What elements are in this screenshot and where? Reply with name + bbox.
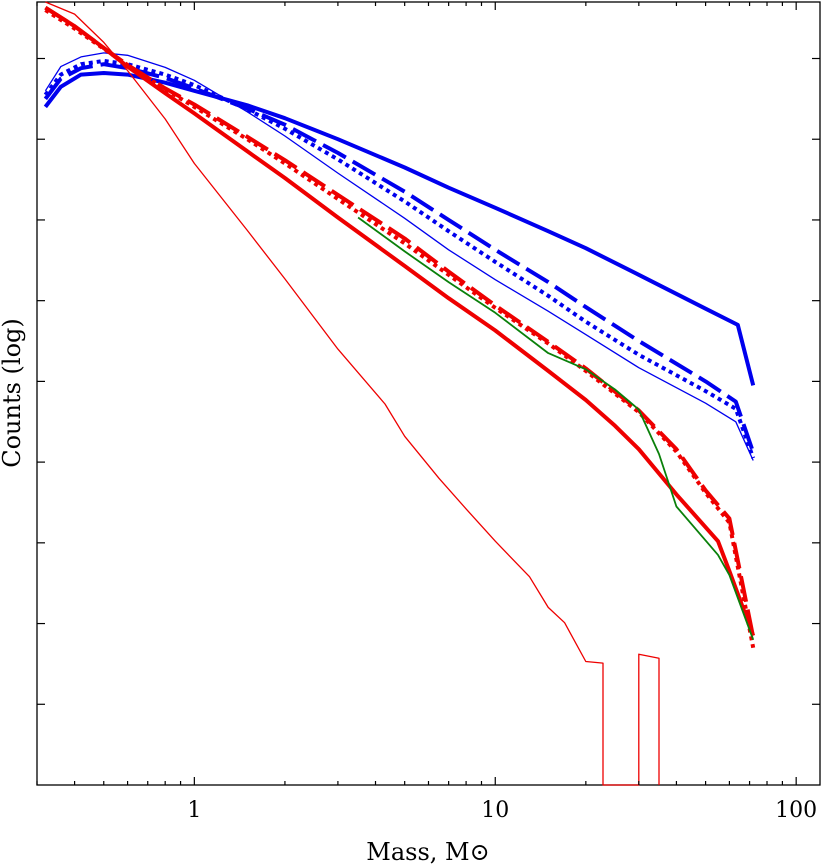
series-line-2 [43, 62, 756, 454]
tick-layer: 1 10 100 [36, 2, 820, 823]
plot-frame [36, 1, 821, 786]
series-line-4 [44, 52, 754, 461]
series-layer [43, 1, 756, 786]
series-line-7 [44, 8, 756, 649]
x-tick-label: 10 [481, 798, 509, 823]
series-line-3 [43, 58, 756, 459]
series-line-8 [357, 216, 755, 641]
x-tick-label: 1 [187, 798, 201, 823]
y-axis-title: Counts (log) [0, 318, 26, 468]
series-line-9 [45, 1, 660, 786]
series-line-1 [43, 71, 756, 386]
x-axis-title: Mass, M⊙ [366, 838, 489, 866]
x-tick-label: 100 [775, 798, 817, 823]
